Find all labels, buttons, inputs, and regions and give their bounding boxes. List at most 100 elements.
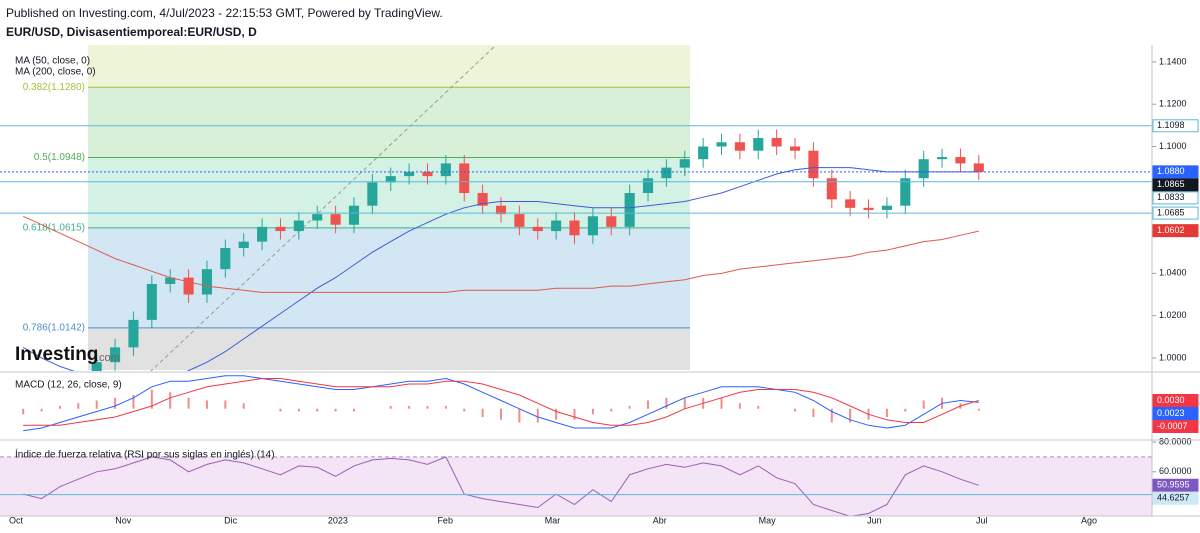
candle-body (459, 163, 470, 194)
macd-pane (22, 375, 980, 432)
y-tick-label: 1.0200 (1159, 310, 1187, 320)
candle-body (183, 277, 194, 295)
rsi-band (0, 456, 1152, 516)
histogram-bar (610, 408, 613, 412)
histogram-bar (224, 400, 227, 409)
candle-body (753, 138, 764, 151)
histogram-bar (169, 392, 172, 409)
price-tag (1152, 224, 1199, 238)
histogram-bar (77, 403, 80, 409)
trend-line (150, 45, 496, 371)
histogram-bar (187, 397, 190, 409)
candle-body (532, 226, 543, 232)
candle-body (661, 167, 672, 179)
price-tag-label: 1.1098 (1157, 120, 1185, 130)
moving-average (22, 215, 979, 293)
histogram-bar (518, 408, 521, 423)
macd-line (23, 375, 979, 432)
candle-body (165, 277, 176, 284)
price-tag-label: -0.0007 (1157, 421, 1188, 431)
candle-body (275, 226, 286, 232)
x-tick-label: Dic (224, 515, 237, 525)
candle-body (422, 171, 433, 177)
fib-zone (88, 45, 690, 88)
candle-body (808, 150, 819, 179)
candle-body (367, 182, 378, 206)
candle-body (551, 220, 562, 232)
histogram-bar (426, 406, 429, 409)
candle-body (385, 176, 396, 183)
histogram-bar (334, 408, 337, 412)
y-tick-label: 1.1000 (1159, 141, 1187, 151)
legend-entry: MA (200, close, 0) (15, 67, 96, 78)
y-tick-label: 80.0000 (1159, 436, 1192, 446)
price-tag-label: 44.6257 (1157, 493, 1190, 503)
legend-entry: MA (50, close, 0) (15, 56, 90, 67)
histogram-bar (279, 408, 282, 412)
candle-body (789, 146, 801, 151)
histogram-bar (628, 406, 631, 409)
y-tick-label: 1.0400 (1159, 268, 1187, 278)
histogram-bar (132, 395, 135, 409)
macd-line (23, 378, 979, 426)
histogram-bar (591, 408, 594, 415)
histogram-bar (904, 408, 907, 412)
price-tag (1152, 191, 1199, 205)
price-tag-label: 1.0880 (1157, 166, 1185, 176)
y-tick-label: 60.0000 (1159, 466, 1192, 476)
candle-body (698, 146, 709, 160)
price-tag (1152, 491, 1199, 505)
candle-body (734, 142, 745, 151)
histogram-bar (114, 397, 117, 409)
logo: Investing (15, 344, 98, 365)
fib-label: 0.382(1.1280) (23, 82, 85, 93)
symbol-title: EUR/USD, Divisasentiemporeal:EUR/USD, D (6, 25, 257, 39)
rsi-pane (0, 456, 1152, 516)
pane-title: MACD (12, 26, close, 9) (15, 380, 122, 391)
histogram-bar (352, 408, 355, 412)
candle-body (716, 142, 727, 147)
price-tag (1152, 178, 1199, 192)
y-tick-label: 1.0000 (1159, 352, 1187, 362)
candle-body (624, 193, 635, 227)
x-tick-label: Feb (437, 515, 453, 525)
histogram-bar (555, 408, 558, 420)
candle-body (679, 159, 690, 168)
histogram-bar (665, 397, 668, 409)
histogram-bar (408, 406, 411, 409)
candle-body (973, 163, 984, 172)
x-tick-label: Nov (115, 515, 132, 525)
histogram-bar (573, 408, 576, 420)
histogram-bar (95, 400, 98, 409)
candle-body (845, 199, 856, 208)
axes: Oct Nov Dic 2023 Feb Mar Abr May Jun Jul Ago 1.1400… (9, 56, 1199, 525)
candle-body (918, 159, 929, 179)
candle-body (440, 163, 451, 177)
x-tick-label: Oct (9, 515, 24, 525)
candle-body (238, 241, 249, 248)
fib-zone (88, 327, 690, 370)
x-tick-label: 2023 (328, 515, 348, 525)
price-tag (1152, 119, 1199, 133)
x-tick-label: Ago (1081, 515, 1097, 525)
candle-body (91, 362, 102, 371)
published-note: Published on Investing.com, 4/Jul/2023 -… (6, 6, 443, 20)
candle-body (348, 205, 360, 225)
candle-body (881, 205, 892, 210)
price-tag-label: 0.0023 (1157, 408, 1185, 418)
price-tag-label: 1.0685 (1157, 207, 1185, 217)
candle-body (404, 171, 415, 177)
price-tag (1152, 206, 1199, 220)
y-tick-label: 1.1200 (1159, 99, 1187, 109)
histogram-bar (242, 403, 245, 409)
candle-body (110, 347, 121, 363)
histogram-bar (444, 406, 447, 409)
price-tag-label: 1.0833 (1157, 192, 1185, 202)
x-tick-label: Jul (976, 515, 988, 525)
price-tag (1152, 394, 1199, 407)
x-tick-label: Mar (545, 515, 561, 525)
histogram-bar (316, 408, 319, 412)
price-tag-label: 0.0030 (1157, 395, 1185, 405)
